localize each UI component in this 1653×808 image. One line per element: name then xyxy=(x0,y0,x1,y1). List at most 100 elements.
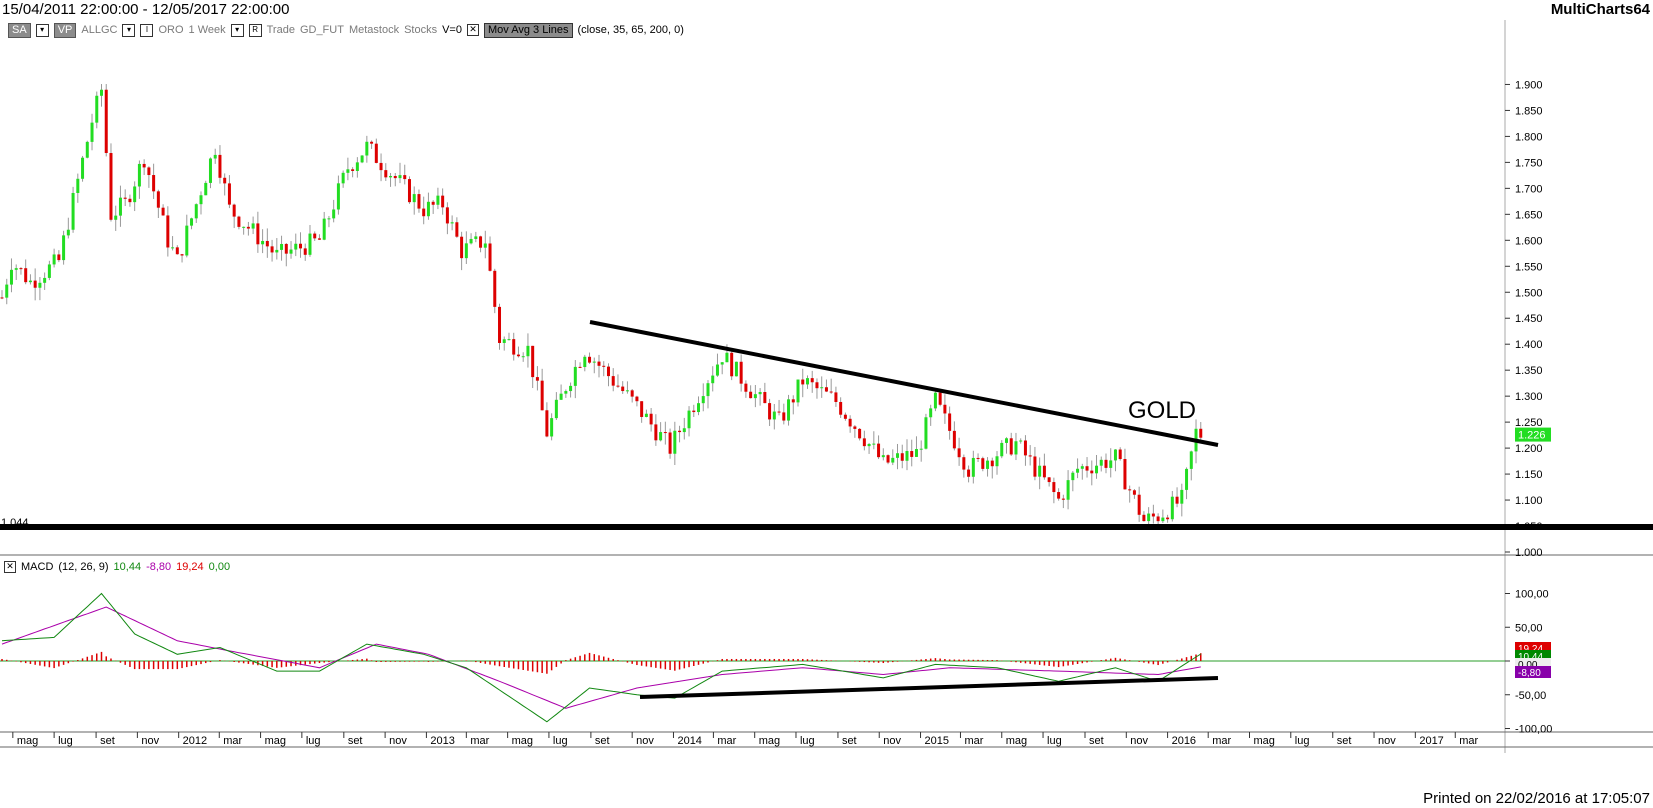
candle-body xyxy=(251,223,255,229)
candle-body xyxy=(5,284,9,298)
symbol-dropdown-icon[interactable]: ▾ xyxy=(122,23,136,37)
sa-button[interactable]: SA xyxy=(8,22,31,38)
instrument-bars-icon[interactable]: I xyxy=(140,23,154,37)
timeframe-dropdown-icon[interactable]: ▾ xyxy=(230,23,244,37)
candle-body xyxy=(867,443,871,447)
candle-body xyxy=(208,158,212,183)
candle-body xyxy=(877,443,881,458)
candle-body xyxy=(692,410,696,413)
candle-body xyxy=(422,208,426,217)
candle-body xyxy=(455,222,459,237)
close-indicator-icon[interactable]: ✕ xyxy=(466,24,479,36)
candle-body xyxy=(1038,465,1042,477)
candle-body xyxy=(1180,489,1184,504)
candle-body xyxy=(1028,455,1032,457)
candle-body xyxy=(644,413,648,417)
candle-body xyxy=(327,218,331,220)
time-tick-label: nov xyxy=(636,735,654,747)
candle-body xyxy=(569,385,573,392)
candle-body xyxy=(507,339,511,341)
macd-line xyxy=(1,592,1202,723)
price-tick-label: 1.450 xyxy=(1515,313,1543,325)
r-toggle-icon[interactable]: R xyxy=(248,23,262,37)
candle-body xyxy=(137,163,141,187)
macd-trendline xyxy=(639,676,1219,699)
candle-body xyxy=(611,376,615,386)
candle-body xyxy=(625,390,629,392)
candle-body xyxy=(914,449,918,457)
candle-body xyxy=(896,453,900,458)
timeframe-label[interactable]: 1 Week xyxy=(188,24,226,36)
candle-body xyxy=(545,410,549,437)
candle-body xyxy=(621,386,625,392)
candle-body xyxy=(981,458,985,469)
chart-canvas: 1.900 1.850 1.800 1.750 1.700 1.650 1.600 1.550… xyxy=(0,20,1653,788)
candle-body xyxy=(81,157,85,179)
candle-body xyxy=(744,383,748,392)
candle-body xyxy=(1033,456,1037,477)
candle-body xyxy=(393,175,397,179)
candle-body xyxy=(417,194,421,209)
candle-body xyxy=(152,175,156,192)
candle-body xyxy=(829,391,833,393)
title-bar: 15/04/2011 22:00:00 - 12/05/2017 22:00:0… xyxy=(0,0,1653,20)
last-price-tag: 1.226 xyxy=(1515,427,1551,442)
candle-body xyxy=(1175,496,1179,504)
price-tick-label: 1.650 xyxy=(1515,209,1543,221)
candle-body xyxy=(976,457,980,459)
candle-body xyxy=(355,162,359,171)
last-price-box xyxy=(1515,427,1551,442)
candle-body xyxy=(957,448,961,458)
candle-body xyxy=(791,399,795,403)
candle-body xyxy=(370,141,374,144)
time-tick-label: mar xyxy=(964,735,983,747)
date-range-label: 15/04/2011 22:00:00 - 12/05/2017 22:00:0… xyxy=(2,1,290,18)
candle-body xyxy=(194,204,198,219)
candle-body xyxy=(834,392,838,402)
candle-body xyxy=(322,218,326,240)
candle-body xyxy=(175,247,179,255)
candle-body xyxy=(237,216,241,227)
candle-body xyxy=(777,411,781,413)
candle-body xyxy=(232,204,236,217)
candle-body xyxy=(190,218,194,226)
candle-body xyxy=(678,430,682,433)
candle-body xyxy=(275,249,279,253)
candle-body xyxy=(256,223,260,245)
candle-body xyxy=(602,365,606,367)
candle-body xyxy=(938,392,942,405)
candle-body xyxy=(1104,459,1108,468)
candle-body xyxy=(246,226,250,229)
time-tick-label: set xyxy=(1089,735,1104,747)
candle-body xyxy=(1057,492,1061,499)
category-label: Stocks xyxy=(404,24,438,36)
candle-body xyxy=(1161,517,1165,522)
candle-body xyxy=(1061,498,1065,500)
candle-body xyxy=(360,155,364,163)
candle-body xyxy=(673,430,677,454)
candle-body xyxy=(0,297,4,299)
price-tick-label: 1.350 xyxy=(1515,365,1543,377)
candle-body xyxy=(317,238,321,240)
candle-body xyxy=(289,249,293,254)
sa-dropdown-icon[interactable]: ▾ xyxy=(35,23,49,37)
price-tick-label: 1.100 xyxy=(1515,495,1543,507)
candle-body xyxy=(171,247,175,249)
candle-body xyxy=(725,352,729,363)
candle-body xyxy=(1199,428,1203,438)
candle-body xyxy=(649,413,653,425)
candle-body xyxy=(900,453,904,461)
close-macd-icon[interactable]: ✕ xyxy=(4,561,16,573)
time-tick-label: lug xyxy=(800,735,815,747)
printed-footer: Printed on 22/02/2016 at 17:05:07 xyxy=(1423,790,1650,807)
candle-body xyxy=(881,455,885,458)
candle-body xyxy=(33,280,37,288)
price-tick-label: 1.400 xyxy=(1515,339,1543,351)
time-tick-label: nov xyxy=(1378,735,1396,747)
candle-body xyxy=(753,394,757,399)
candle-body xyxy=(1109,460,1113,468)
candle-body xyxy=(1047,477,1051,483)
vp-button[interactable]: VP xyxy=(53,22,77,38)
indicator-button[interactable]: Mov Avg 3 Lines xyxy=(483,22,573,38)
macd-tick-label: -100,00 xyxy=(1515,724,1552,736)
